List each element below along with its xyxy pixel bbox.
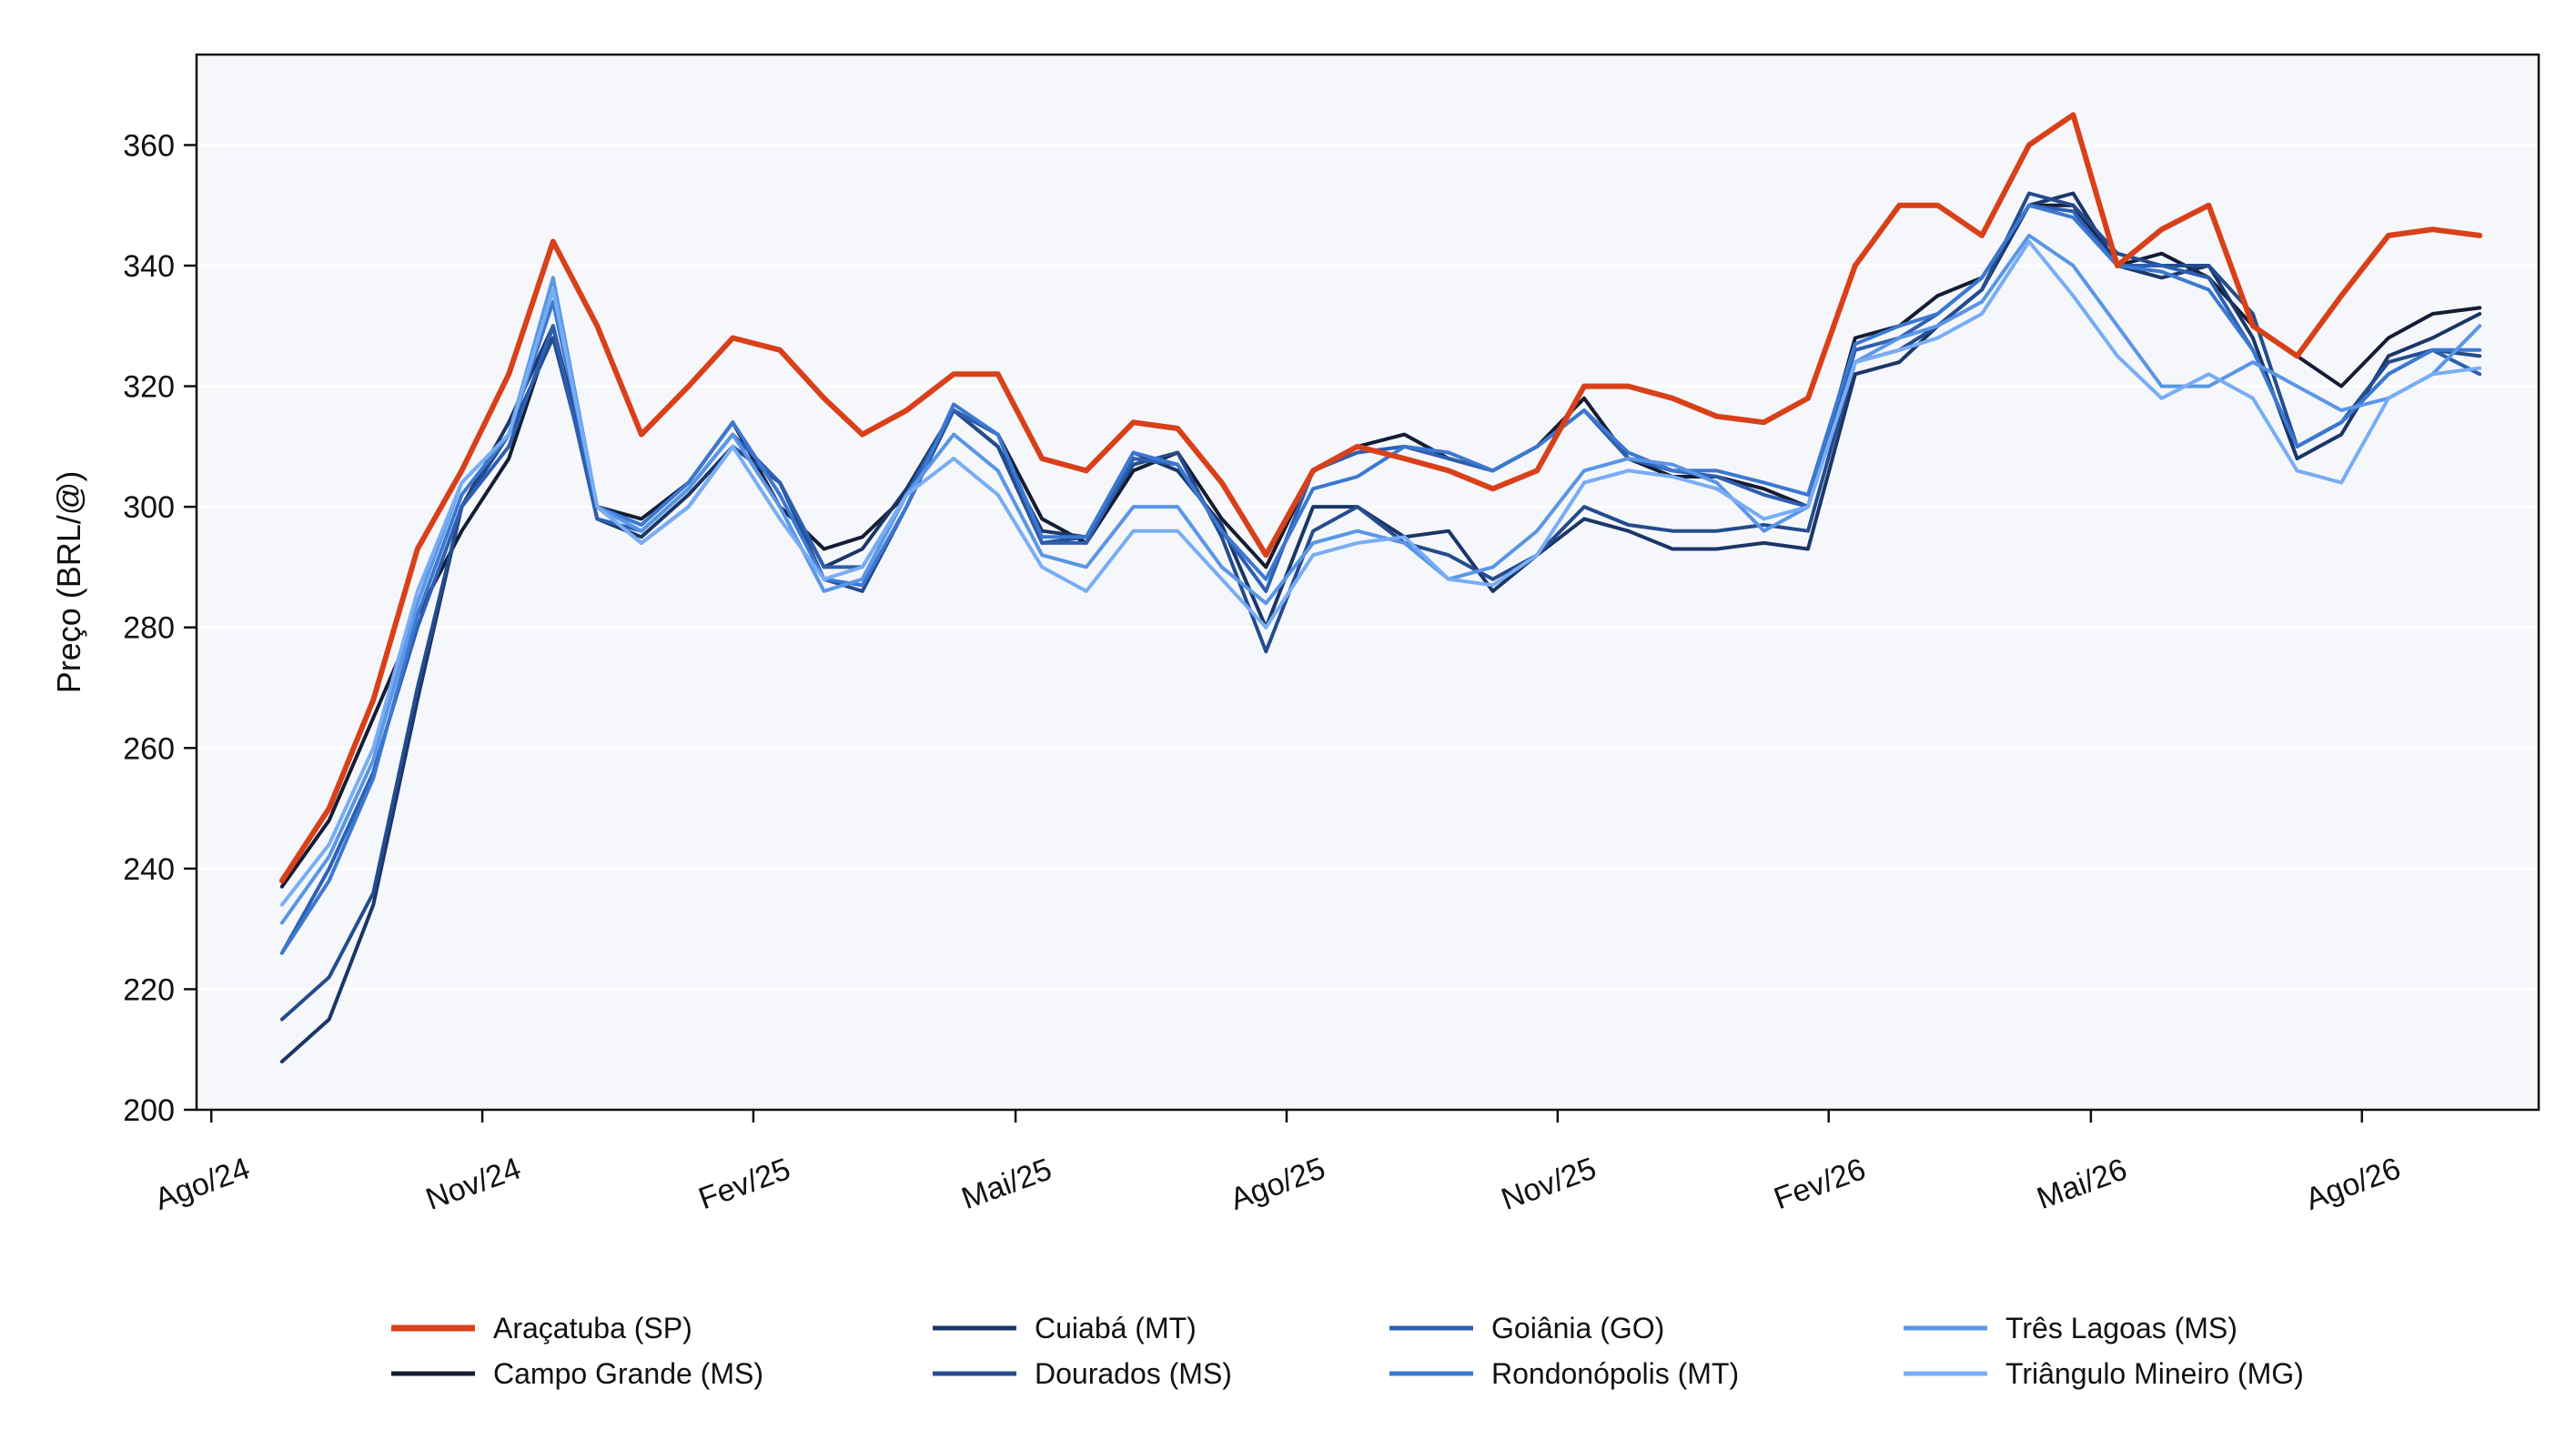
series-line (279, 203, 2482, 955)
x-tick-label: Mai/26 (2033, 1152, 2132, 1216)
y-tick-label: 200 (123, 1093, 175, 1128)
series-line (279, 191, 2482, 1063)
x-tick-label: Ago/24 (150, 1151, 254, 1217)
series-line (279, 233, 2482, 925)
x-axis: Ago/24 Nov/24 Fev/25 Mai/25 Ago/25 Nov/25 Fev/… (150, 1110, 2405, 1217)
plot-background (197, 55, 2539, 1110)
series-line (279, 239, 2482, 907)
legend-label: Dourados (MS) (1035, 1357, 1232, 1390)
y-tick-label: 260 (123, 731, 175, 766)
y-tick-label: 240 (123, 852, 175, 887)
legend-label: Rondonópolis (MT) (1491, 1357, 1739, 1390)
series-line (278, 112, 2483, 884)
x-tick-label: Fev/25 (694, 1152, 795, 1216)
plot-frame (195, 53, 2541, 1112)
legend-label: Goiânia (GO) (1491, 1312, 1664, 1344)
y-tick-label: 300 (123, 490, 175, 525)
y-tick-label: 220 (123, 972, 175, 1007)
y-tick-label: 360 (123, 128, 175, 163)
y-tick-label: 320 (123, 370, 175, 405)
legend-label: Três Lagoas (MS) (2005, 1312, 2238, 1344)
y-axis: 200 220 240 260 280 300 320 340 360 (123, 128, 197, 1128)
x-tick-label: Ago/25 (1226, 1151, 1329, 1217)
legend-label: Cuiabá (MT) (1035, 1312, 1197, 1344)
series-group (278, 112, 2483, 1063)
x-tick-label: Nov/25 (1497, 1151, 1601, 1217)
x-tick-label: Ago/26 (2301, 1151, 2405, 1217)
x-tick-label: Mai/25 (957, 1152, 1056, 1216)
x-tick-label: Fev/26 (1770, 1152, 1871, 1216)
gridlines (197, 143, 2539, 991)
legend-label: Campo Grande (MS) (493, 1357, 763, 1390)
legend-label: Triângulo Mineiro (MG) (2005, 1357, 2304, 1390)
x-tick-label: Nov/24 (421, 1151, 525, 1217)
y-tick-label: 280 (123, 611, 175, 646)
legend-label: Araçatuba (SP) (493, 1312, 692, 1344)
y-axis-label: Preço (BRL/@) (50, 471, 87, 694)
y-tick-label: 340 (123, 249, 175, 284)
legend: Araçatuba (SP) Campo Grande (MS) Cuiabá (M… (391, 1312, 2304, 1390)
